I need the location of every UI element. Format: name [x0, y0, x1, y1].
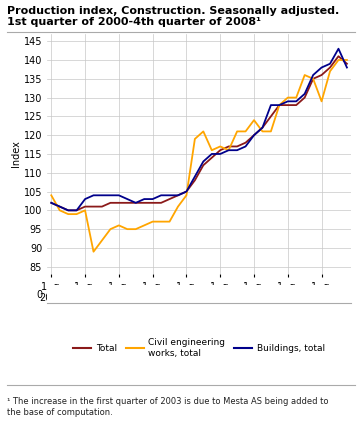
Text: ¹ The increase in the first quarter of 2003 is due to Mesta AS being added to
th: ¹ The increase in the first quarter of 2… [7, 397, 329, 417]
Legend: Total, Civil engineering
works, total, Buildings, total: Total, Civil engineering works, total, B… [70, 335, 329, 361]
Text: Production index, Construction. Seasonally adjusted.: Production index, Construction. Seasonal… [7, 6, 340, 16]
Y-axis label: Index: Index [11, 141, 21, 168]
Text: 1st quarter of 2000-4th quarter of 2008¹: 1st quarter of 2000-4th quarter of 2008¹ [7, 17, 261, 27]
